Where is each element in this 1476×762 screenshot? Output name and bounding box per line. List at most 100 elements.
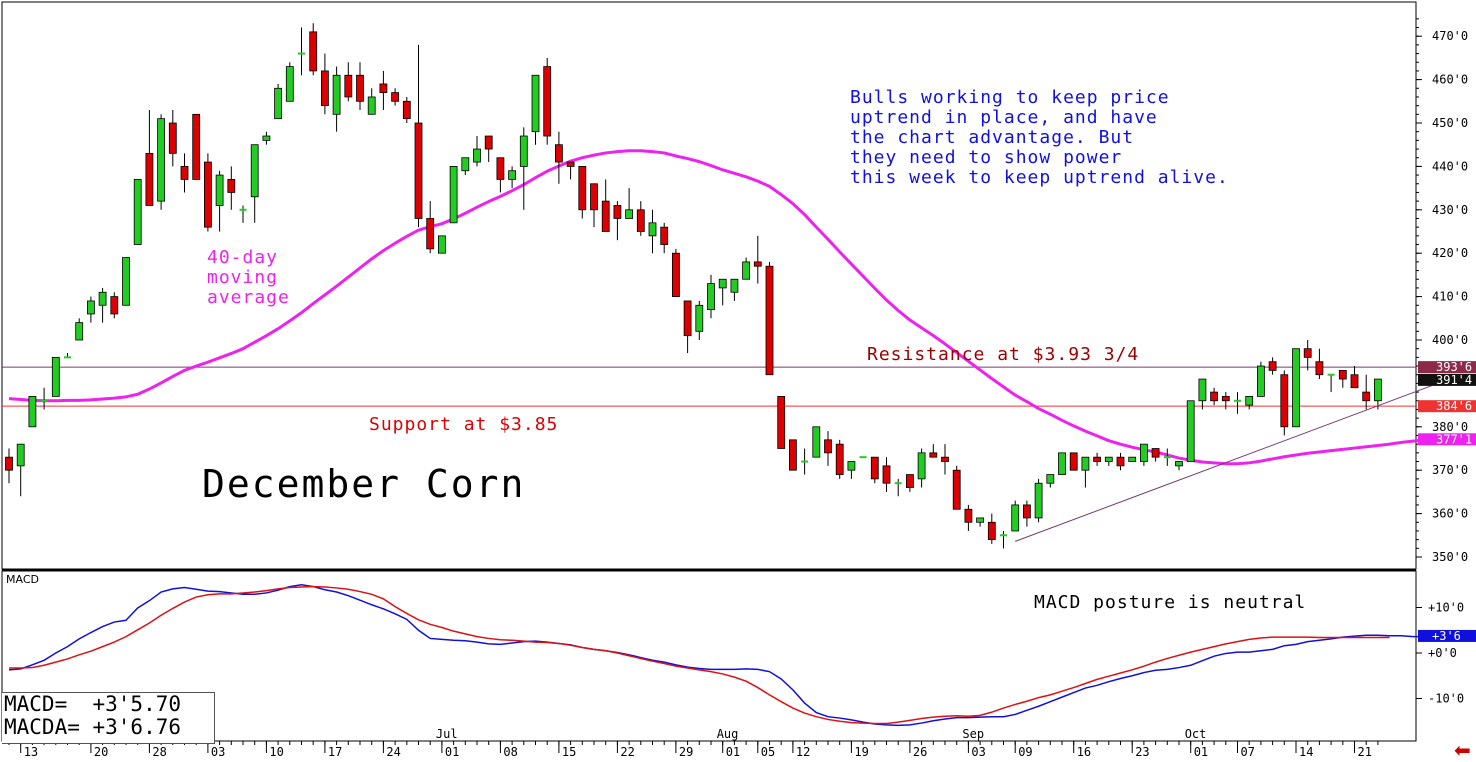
macd-panel-title: MACD [6, 573, 39, 586]
date-tick-label: 05 [761, 745, 775, 759]
candle-body [941, 456, 949, 462]
candles [5, 23, 1382, 549]
candle-body [718, 278, 727, 289]
date-tick-label: 23 [1135, 745, 1149, 759]
candle-body [1303, 348, 1312, 358]
candle-body [1140, 443, 1148, 462]
candle-body [320, 70, 329, 107]
chart-title: December Corn [202, 462, 526, 506]
candle-body [402, 100, 411, 120]
candle-body [1280, 374, 1289, 428]
price-tick-label: 440'0 [1432, 159, 1468, 173]
date-tick-label: 28 [152, 745, 166, 759]
time-axis: 13 20 28 03 10 17 24 01 08 15 22 29 01 05 12 19 26 03 09 16… [8, 727, 1379, 759]
candle-body [1116, 456, 1125, 467]
date-tick-label: 10 [269, 745, 283, 759]
candle-body [122, 257, 130, 306]
candle-body [285, 66, 294, 102]
candle-body [917, 452, 926, 480]
candle-body [590, 183, 598, 211]
macd-lines: +3'6 [8, 583, 1476, 727]
candle-body [835, 443, 844, 475]
resistance-label: Resistance at $3.93 3/4 [867, 344, 1140, 365]
candle-body [976, 517, 984, 523]
candle-body [192, 113, 201, 180]
candle-body [870, 456, 879, 480]
support-resistance-lines [2, 366, 1416, 407]
candle-body [168, 122, 177, 154]
date-tick-label: 21 [1358, 745, 1372, 759]
date-tick-label: 08 [503, 745, 517, 759]
candle-body [1081, 456, 1090, 471]
candle-body [531, 74, 540, 133]
candle-body [730, 278, 739, 293]
month-label: Sep [962, 727, 984, 741]
candle-body [987, 521, 996, 541]
date-tick-label: 19 [854, 745, 868, 759]
candle-body [636, 209, 645, 232]
candle-body [215, 174, 224, 206]
candle-body [929, 452, 938, 458]
candle-body [110, 296, 119, 315]
moving-average [8, 149, 1437, 466]
date-tick-label: 16 [1077, 745, 1091, 759]
candle-body [1374, 378, 1382, 402]
date-tick-label: 03 [211, 745, 225, 759]
left-arrow-icon[interactable]: ⬅ [1454, 738, 1471, 762]
price-tick-label: 350'0 [1432, 550, 1468, 564]
candle-body [1023, 504, 1031, 519]
uptrend-line [1015, 374, 1461, 542]
candle-body [695, 304, 704, 332]
candle-body [203, 161, 212, 228]
price-tick-label: 400'0 [1432, 333, 1468, 347]
macda-line [9, 585, 1390, 725]
candle-body [847, 461, 856, 471]
candle-body [812, 426, 821, 458]
candle-body [1151, 448, 1160, 458]
candle-body [414, 122, 423, 219]
candle-body [625, 209, 633, 219]
macd-tick-label: +10'0 [1428, 601, 1464, 615]
date-tick-label: 01 [1194, 745, 1208, 759]
candle-body [566, 161, 575, 167]
macd-tag-label: +3'6 [1432, 629, 1461, 643]
candle-body [824, 439, 832, 454]
candle-body [98, 291, 107, 306]
candle-body [683, 300, 692, 337]
candle-body [1034, 482, 1043, 519]
candle-body [882, 465, 891, 484]
candle-body [1221, 396, 1230, 402]
month-label: Oct [1185, 727, 1207, 741]
date-tick-label: 12 [796, 745, 810, 759]
candle-body [1315, 361, 1324, 376]
candle-body [1257, 365, 1265, 397]
date-tick-label: 09 [1018, 745, 1032, 759]
candle-body [660, 226, 669, 245]
chart-frame [1, 1, 1417, 742]
date-tick-label: 14 [1299, 745, 1313, 759]
price-tick-label: 360'0 [1432, 507, 1468, 521]
candle-body [964, 508, 973, 523]
price-tick-label: 470'0 [1432, 29, 1468, 43]
date-tick-label: 24 [386, 745, 400, 759]
candle-body [1046, 474, 1055, 484]
candle-body [672, 252, 680, 297]
price-tick-label: 450'0 [1432, 116, 1468, 130]
date-tick-label: 15 [562, 745, 576, 759]
candle-body [753, 261, 762, 267]
candle-body [1011, 504, 1020, 532]
candle-body [437, 235, 446, 254]
macd-axis: +10'0 +0'0 -10'0 [1416, 601, 1464, 706]
candle-body [1245, 396, 1254, 406]
month-label: Jul [436, 727, 458, 741]
candle-body [906, 474, 914, 488]
candle-body [87, 300, 95, 315]
price-tag-box [1418, 433, 1476, 446]
candle-body [1198, 378, 1207, 402]
candle-body [5, 456, 13, 471]
candle-body [519, 135, 528, 167]
date-tick-label: 17 [328, 745, 342, 759]
candle-body [227, 179, 236, 193]
candle-body [789, 439, 797, 471]
